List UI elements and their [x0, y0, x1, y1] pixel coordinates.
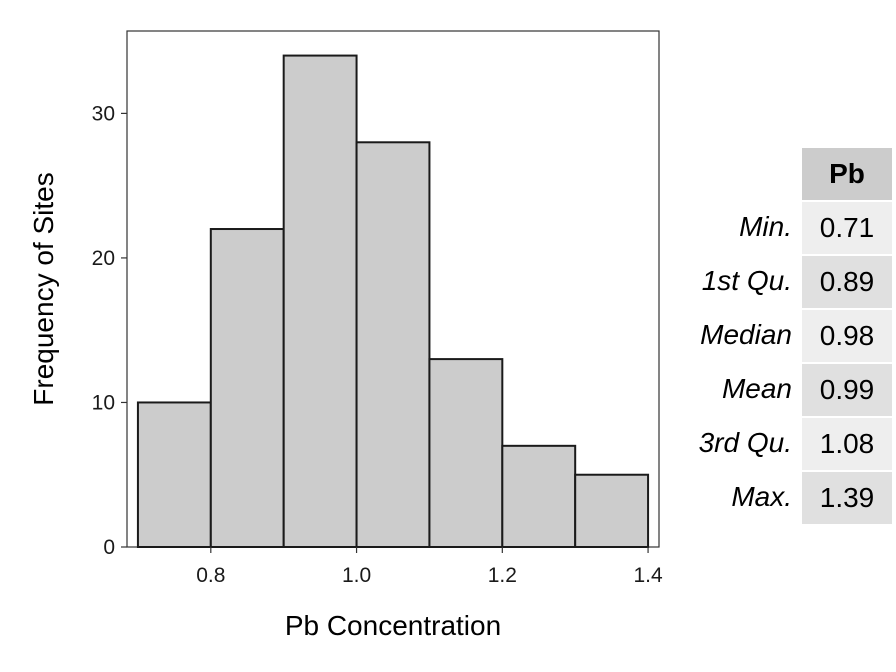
summary-row-label: 3rd Qu. [698, 427, 792, 458]
x-axis-title: Pb Concentration [285, 610, 501, 641]
histogram-chart: 0.8 1.0 1.2 1.4 0 10 20 30 Pb Concentration Fr… [28, 30, 663, 641]
summary-statistics-table: Pb Min. 0.71 1st Qu. 0.89 Median 0.98 Me… [680, 148, 892, 524]
x-axis-ticks: 0.8 1.0 1.2 1.4 [196, 547, 663, 587]
histogram-bar-5 [428, 358, 504, 548]
summary-row-value: 1.08 [802, 416, 892, 470]
summary-table-header-pb: Pb [802, 148, 892, 200]
summary-row-1st-qu: 1st Qu. 0.89 [680, 254, 892, 308]
summary-row-label: Mean [721, 373, 792, 404]
y-axis-ticks: 0 10 20 30 [92, 102, 127, 559]
x-tick-label: 1.2 [488, 564, 517, 587]
y-tick-label: 30 [92, 102, 115, 125]
summary-row-min: Min. 0.71 [680, 200, 892, 254]
summary-row-value: 0.98 [802, 308, 892, 362]
histogram-bar-7 [574, 473, 650, 548]
summary-row-value: 0.99 [802, 362, 892, 416]
histogram-bars [136, 54, 650, 548]
summary-row-3rd-qu: 3rd Qu. 1.08 [680, 416, 892, 470]
y-axis-title: Frequency of Sites [28, 172, 59, 405]
histogram-bar-2 [209, 228, 285, 548]
summary-row-max: Max. 1.39 [680, 470, 892, 524]
summary-table-corner [680, 148, 802, 200]
summary-row-value: 1.39 [802, 470, 892, 524]
histogram-bar-4 [355, 141, 431, 548]
x-tick-label: 0.8 [196, 564, 225, 587]
summary-row-label: Max. [731, 481, 792, 512]
summary-row-label: Median [700, 319, 792, 350]
x-tick-label: 1.4 [633, 564, 663, 587]
summary-row-median: Median 0.98 [680, 308, 892, 362]
histogram-bar-6 [501, 444, 577, 548]
x-tick-label: 1.0 [342, 564, 371, 587]
histogram-bar-1 [136, 401, 212, 548]
summary-table-header-row: Pb [680, 148, 892, 200]
y-tick-label: 20 [92, 247, 115, 270]
y-tick-label: 0 [103, 536, 115, 559]
summary-row-mean: Mean 0.99 [680, 362, 892, 416]
y-tick-label: 10 [92, 391, 115, 414]
histogram-bar-3 [282, 54, 358, 548]
summary-row-value: 0.71 [802, 200, 892, 254]
summary-row-label: Min. [739, 211, 792, 242]
summary-row-label: 1st Qu. [701, 265, 792, 296]
summary-row-value: 0.89 [802, 254, 892, 308]
